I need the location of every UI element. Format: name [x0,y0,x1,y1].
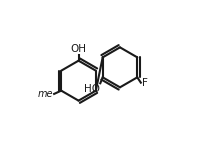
Text: HO: HO [84,84,100,94]
Text: F: F [142,78,148,88]
Text: me: me [38,89,53,99]
Text: OH: OH [71,44,87,54]
